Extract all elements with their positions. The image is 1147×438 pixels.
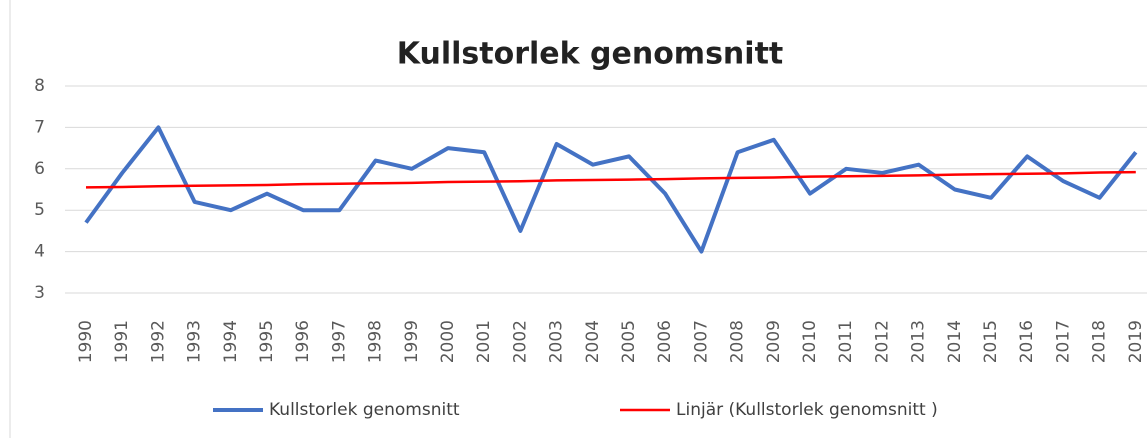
y-tick-label: 8 xyxy=(34,76,45,96)
x-tick-label: 2012 xyxy=(872,320,892,363)
x-tick-label: 2016 xyxy=(1017,320,1037,363)
y-tick-label: 3 xyxy=(34,283,45,303)
series-line xyxy=(84,125,1138,254)
x-tick-label: 1996 xyxy=(293,320,313,363)
x-tick-label: 2006 xyxy=(655,320,675,363)
x-tick-label: 2005 xyxy=(619,320,639,363)
legend-label: Linjär (Kullstorlek genomsnitt ) xyxy=(676,400,938,420)
x-tick-label: 2015 xyxy=(981,320,1001,363)
x-tick-label: 2008 xyxy=(728,320,748,363)
y-tick-label: 5 xyxy=(34,200,45,220)
x-tick-label: 2014 xyxy=(945,320,965,363)
x-tick-label: 2009 xyxy=(764,320,784,363)
x-tick-label: 1993 xyxy=(185,320,205,363)
x-tick-label: 2017 xyxy=(1053,320,1073,363)
x-tick-label: 2007 xyxy=(691,320,711,363)
y-tick-label: 4 xyxy=(34,242,45,262)
x-tick-label: 2002 xyxy=(510,320,530,363)
x-tick-label: 2004 xyxy=(583,320,603,363)
y-tick-label: 7 xyxy=(34,117,45,137)
x-tick-label: 2001 xyxy=(474,320,494,363)
x-tick-label: 2000 xyxy=(438,320,458,363)
legend-label: Kullstorlek genomsnitt xyxy=(269,400,460,420)
x-tick-label: 2003 xyxy=(547,320,567,363)
x-tick-label: 1992 xyxy=(148,320,168,363)
x-tick-label: 1991 xyxy=(112,320,132,363)
y-tick-label: 6 xyxy=(34,159,45,179)
x-tick-label: 1997 xyxy=(329,320,349,363)
x-tick-label: 2013 xyxy=(909,320,929,363)
x-tick-label: 2019 xyxy=(1126,320,1146,363)
x-tick-label: 1999 xyxy=(402,320,422,363)
x-tick-label: 2010 xyxy=(800,320,820,363)
x-tick-label: 2018 xyxy=(1090,320,1110,363)
series-line xyxy=(85,170,1136,189)
x-tick-label: 1995 xyxy=(257,320,277,363)
x-tick-label: 1990 xyxy=(76,320,96,363)
chart-title: Kullstorlek genomsnitt xyxy=(397,37,784,72)
x-tick-label: 1994 xyxy=(221,320,241,363)
x-tick-label: 1998 xyxy=(366,320,386,363)
x-tick-label: 2011 xyxy=(836,320,856,363)
